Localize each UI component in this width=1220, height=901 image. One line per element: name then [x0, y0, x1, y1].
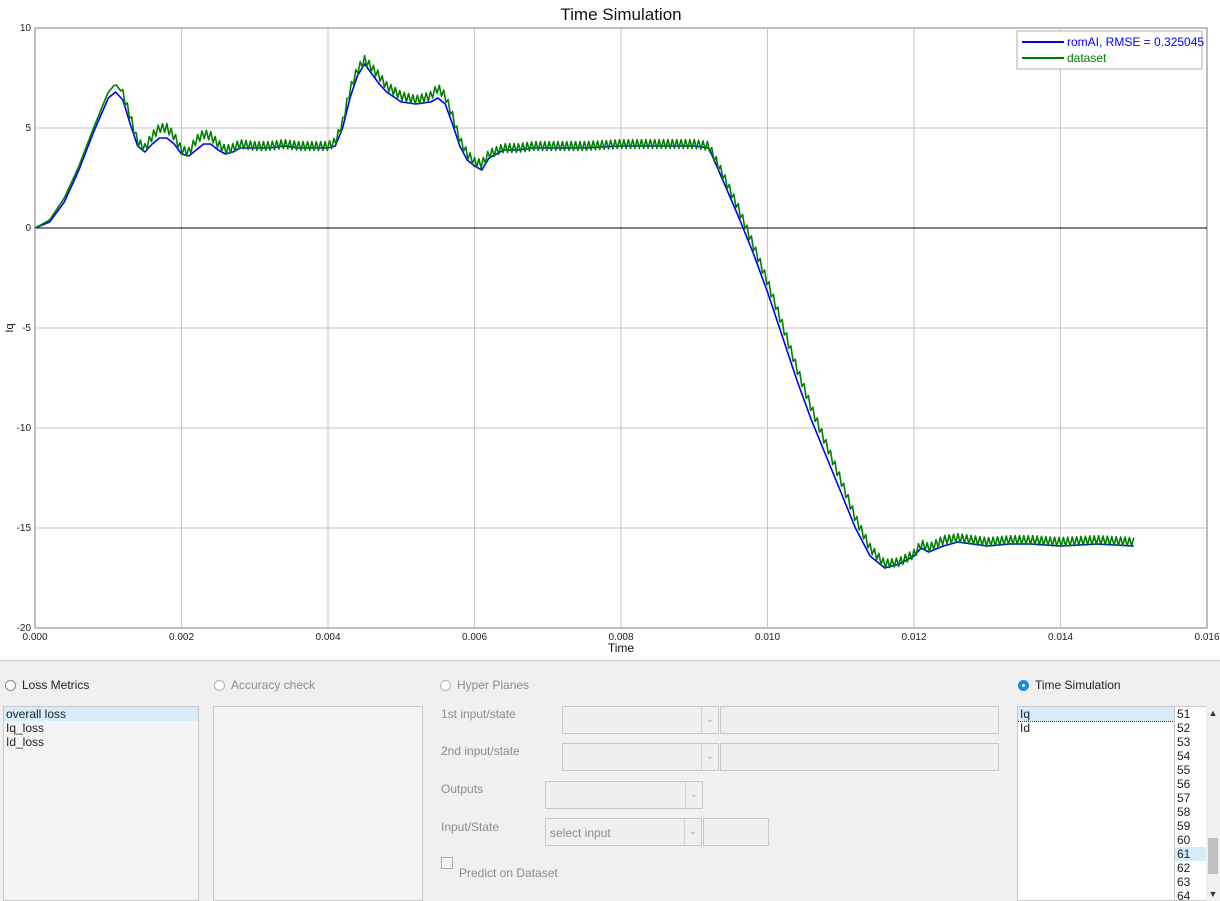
y-tick-label: -10 [17, 423, 32, 434]
accuracy-check-label: Accuracy check [231, 678, 316, 692]
loss-metric-item[interactable]: Iq_loss [6, 721, 45, 735]
chevron-down-icon: ⌄ [685, 782, 702, 808]
output-list[interactable]: Iq Id [1017, 706, 1175, 901]
y-tick-label: 0 [25, 223, 31, 234]
chart-area: 0.000 0.002 0.004 0.006 0.008 0.010 0.012 0.014… [0, 0, 1220, 660]
predict-on-dataset-checkbox[interactable] [441, 857, 453, 869]
outputs-combo[interactable]: ⌄ [545, 781, 703, 809]
output-item[interactable]: Iq [1018, 707, 1174, 722]
sample-item[interactable]: 60 [1177, 833, 1191, 847]
y-tick-label: -15 [17, 523, 32, 534]
x-tick-label: 0.006 [462, 632, 487, 643]
hyper-planes-label: Hyper Planes [457, 678, 530, 692]
legend-entry-1: dataset [1067, 51, 1107, 65]
sample-item[interactable]: 58 [1177, 805, 1191, 819]
sample-item[interactable]: 59 [1177, 819, 1191, 833]
sample-item[interactable]: 64 [1177, 889, 1191, 901]
time-simulation-radio[interactable] [1018, 679, 1029, 691]
first-input-label: 1st input/state [441, 707, 516, 721]
x-tick-label: 0.000 [22, 632, 47, 643]
time-simulation-option[interactable]: Time Simulation [1018, 678, 1121, 692]
time-simulation-label: Time Simulation [1035, 678, 1121, 692]
series-line-0 [34, 63, 1134, 569]
input-state-value: select input [550, 826, 611, 840]
sample-item[interactable]: 57 [1177, 791, 1191, 805]
sample-list-scrollbar[interactable]: ▲ ▼ [1206, 706, 1220, 901]
chart-legend [1016, 30, 1203, 70]
hyper-planes-radio[interactable] [440, 679, 451, 691]
sample-item[interactable]: 53 [1177, 735, 1191, 749]
x-tick-label: 0.016 [1194, 632, 1219, 643]
hyper-planes-option[interactable]: Hyper Planes [440, 678, 529, 692]
scroll-thumb[interactable] [1208, 838, 1218, 874]
chart-title: Time Simulation [560, 5, 681, 24]
y-axis-label: Iq [4, 323, 16, 332]
x-axis-label: Time [608, 641, 635, 655]
y-tick-label: 5 [25, 123, 31, 134]
legend-entry-0: romAI, RMSE = 0.325045 [1067, 35, 1204, 49]
loss-metric-item[interactable]: overall loss [4, 707, 198, 721]
second-input-combo[interactable]: ⌄ [562, 743, 719, 771]
output-item[interactable]: Id [1020, 721, 1031, 735]
first-input-combo[interactable]: ⌄ [562, 706, 719, 734]
y-tick-label: 10 [20, 23, 32, 34]
second-input-label: 2nd input/state [441, 744, 520, 758]
x-tick-label: 0.014 [1048, 632, 1073, 643]
input-state-label: Input/State [441, 820, 500, 834]
input-state-combo[interactable]: select input ⌄ [545, 818, 702, 846]
loss-metrics-label: Loss Metrics [22, 678, 90, 692]
sample-item[interactable]: 54 [1177, 749, 1191, 763]
x-tick-label: 0.010 [755, 632, 780, 643]
sample-item[interactable]: 52 [1177, 721, 1191, 735]
first-input-value-field[interactable] [720, 706, 999, 734]
time-simulation-chart: 0.000 0.002 0.004 0.006 0.008 0.010 0.012 0.014… [4, 5, 1220, 655]
sample-list[interactable]: 515253545556575859606162636465 [1175, 706, 1207, 901]
loss-metric-item[interactable]: Id_loss [6, 735, 45, 749]
series-line-1 [34, 54, 1135, 570]
accuracy-check-list[interactable] [213, 706, 423, 901]
second-input-value-field[interactable] [720, 743, 999, 771]
scroll-down-icon[interactable]: ▼ [1208, 889, 1218, 899]
sample-item[interactable]: 51 [1177, 707, 1191, 721]
accuracy-check-option[interactable]: Accuracy check [214, 678, 315, 692]
chevron-down-icon: ⌄ [701, 744, 718, 770]
accuracy-check-radio[interactable] [214, 679, 225, 691]
analysis-panel: Loss Metrics overall loss Iq_loss Id_loss … [0, 660, 1220, 901]
input-state-value-field[interactable] [703, 818, 769, 846]
loss-metrics-radio[interactable] [5, 679, 16, 691]
predict-on-dataset-label: Predict on Dataset [459, 866, 558, 880]
loss-metrics-option[interactable]: Loss Metrics [5, 678, 89, 692]
x-tick-label: 0.008 [608, 632, 633, 643]
sample-item[interactable]: 55 [1177, 763, 1191, 777]
loss-metrics-list[interactable]: overall loss Iq_loss Id_loss [3, 706, 199, 901]
y-tick-label: -20 [17, 623, 32, 634]
chevron-down-icon: ⌄ [701, 707, 718, 733]
x-tick-label: 0.012 [901, 632, 926, 643]
scroll-up-icon[interactable]: ▲ [1208, 708, 1218, 718]
y-tick-label: -5 [22, 323, 31, 334]
x-tick-label: 0.004 [315, 632, 340, 643]
x-tick-label: 0.002 [169, 632, 194, 643]
sample-item[interactable]: 61 [1175, 847, 1207, 861]
sample-item[interactable]: 56 [1177, 777, 1191, 791]
chevron-down-icon: ⌄ [684, 819, 701, 845]
sample-item[interactable]: 62 [1177, 861, 1191, 875]
outputs-label: Outputs [441, 782, 484, 796]
sample-item[interactable]: 63 [1177, 875, 1191, 889]
